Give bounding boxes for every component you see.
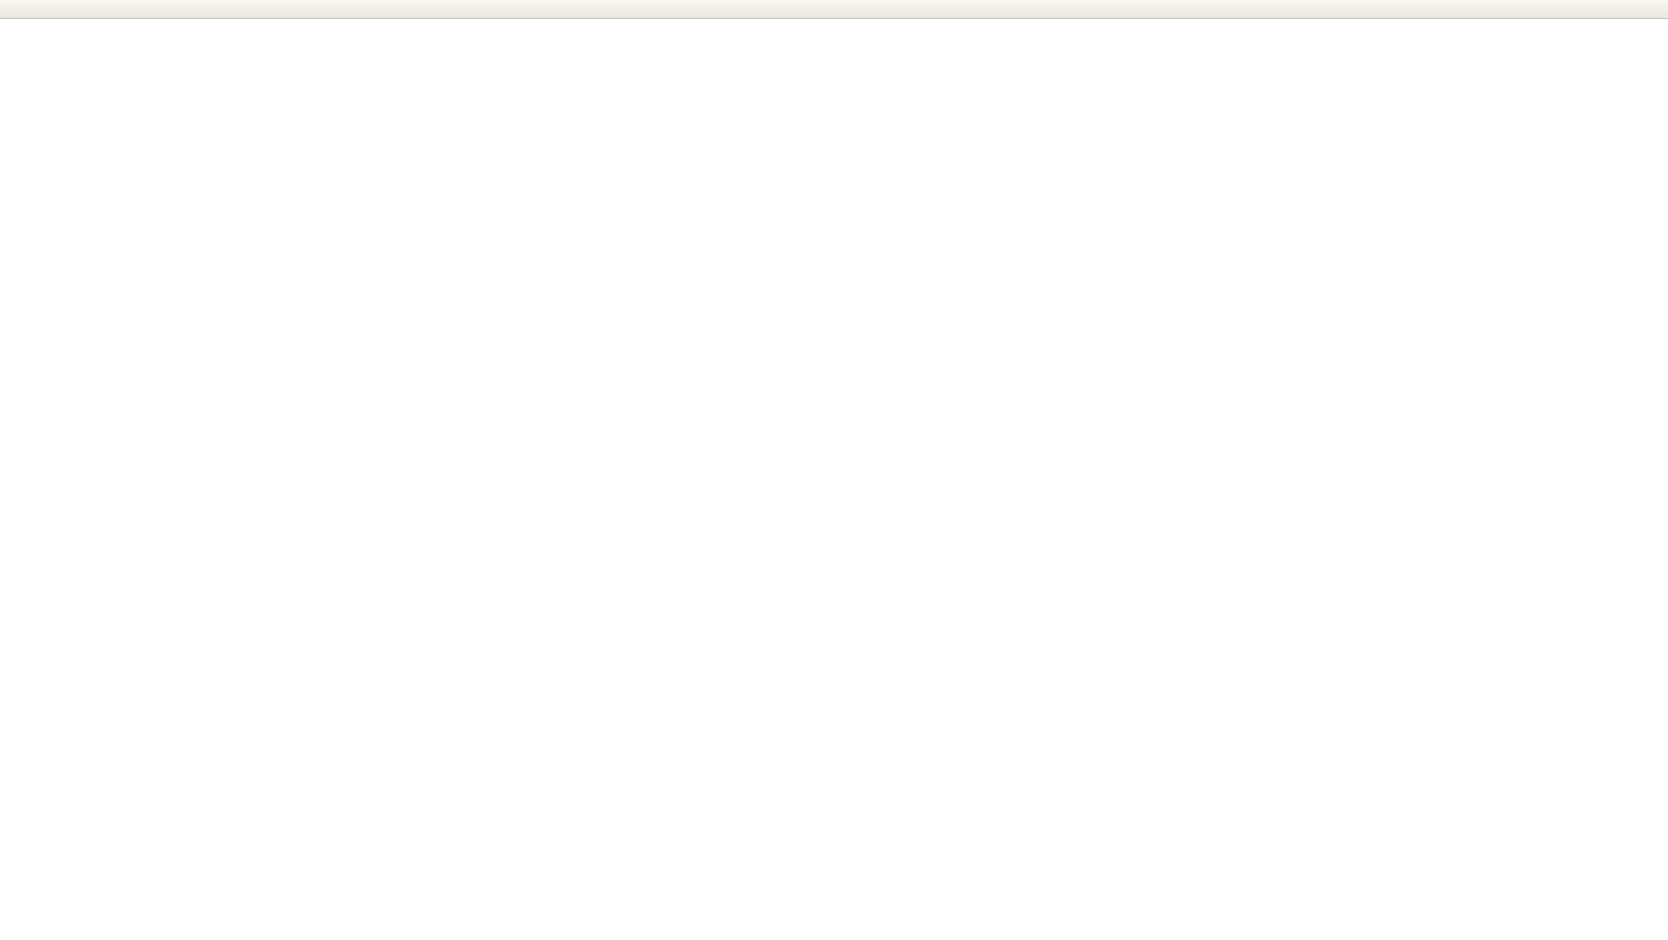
main-toolbar xyxy=(0,0,1668,19)
chart-window[interactable] xyxy=(0,19,1668,940)
